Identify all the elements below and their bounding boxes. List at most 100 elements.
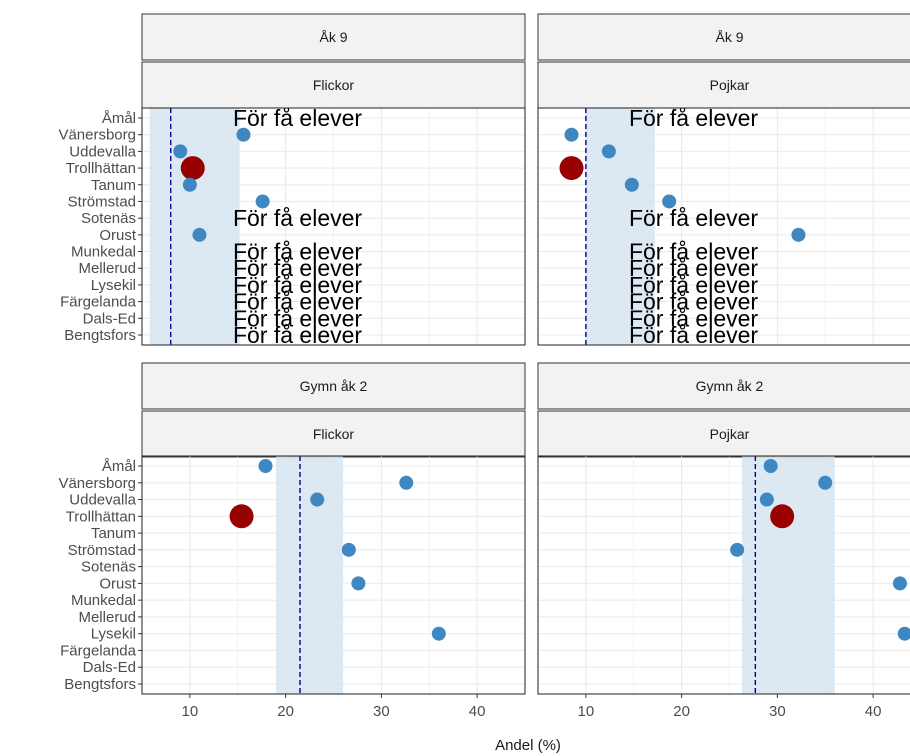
panel-1-border [141, 107, 526, 346]
panel-2-grade-label: Åk 9 [715, 29, 743, 45]
panel-3-ylabel-munkedal: Munkedal [71, 592, 136, 609]
panel-2-confidence-band [585, 108, 655, 345]
panel-4-point-uddevalla [759, 492, 774, 507]
panel-1-note-dals-ed: För få elever [233, 305, 362, 331]
panel-1-ylabel-tanum: Tanum [91, 177, 136, 194]
panel-1-note-fargelanda: För få elever [233, 289, 362, 315]
panel-2-point-trollhattan [559, 156, 584, 181]
panel-2-note-bengtsfors: För få elever [629, 322, 758, 348]
panel-1-sex-strip [141, 61, 526, 109]
panel-4-point-vanersborg [818, 475, 833, 490]
panel-2-point-orust [791, 227, 806, 242]
panel-1-ylabel-uddevalla: Uddevalla [69, 143, 136, 160]
panel-1-point-stromstad [255, 194, 270, 209]
panel-1-grade-label: Åk 9 [319, 29, 347, 45]
panel-1-ylabel-bengtsfors: Bengtsfors [64, 327, 136, 344]
panel-1-ylabel-lysekil: Lysekil [91, 277, 136, 294]
panel-3-ylabel-fargelanda: Färgelanda [60, 642, 137, 659]
panel-1-grade-strip [141, 13, 526, 61]
panel-4-sex-strip [537, 410, 910, 458]
panel-1-confidence-band [149, 108, 240, 345]
panel-3-ylabel-tanum: Tanum [91, 525, 136, 542]
panel-3-point-vanersborg [399, 475, 414, 490]
panel-4-border [537, 455, 910, 695]
panel-3-xtick-label-30: 30 [373, 703, 390, 720]
panel-1-sex-label: Flickor [313, 77, 355, 93]
panel-1-point-trollhattan [180, 156, 205, 181]
panel-1-note-sotenas: För få elever [233, 205, 362, 231]
panel-1-note-lysekil: För få elever [233, 272, 362, 298]
panel-2-point-stromstad [662, 194, 677, 209]
panel-1-ylabel-mellerud: Mellerud [78, 260, 136, 277]
panel-2-note-amal: För få elever [629, 105, 758, 131]
panel-1-point-tanum [182, 177, 197, 192]
panel-4-sex-label: Pojkar [710, 426, 750, 442]
panel-2-point-tanum [624, 177, 639, 192]
panel-2-note-mellerud: För få elever [629, 255, 758, 281]
panel-2-note-sotenas: För få elever [629, 205, 758, 231]
panel-3-point-trollhattan [229, 504, 254, 529]
panel-3-ylabel-trollhattan: Trollhättan [66, 508, 136, 525]
panel-1-point-vanersborg [236, 127, 251, 142]
panel-4: Gymn åk 2 Pojkar 10 20 30 40 [537, 362, 910, 720]
panel-3-ylabel-amal: Åmål [102, 458, 136, 475]
panel-2-grade-strip [537, 13, 910, 61]
panel-1-ylabel-stromstad: Strömstad [68, 193, 136, 210]
panel-3-point-stromstad [341, 542, 356, 557]
panel-1-ylabel-amal: Åmål [102, 110, 136, 127]
panel-3-xtick-label-40: 40 [469, 703, 486, 720]
panel-1-note-bengtsfors: För få elever [233, 322, 362, 348]
panel-1-note-amal: För få elever [233, 105, 362, 131]
panel-1-ylabel-orust: Orust [99, 227, 137, 244]
panel-3-point-uddevalla [310, 492, 325, 507]
panel-4-confidence-band [741, 456, 835, 694]
panel-3-border [141, 455, 526, 695]
panel-3-ylabel-vanersborg: Vänersborg [58, 475, 136, 492]
panel-1-note-munkedal: För få elever [233, 239, 362, 265]
panel-2-border [537, 107, 910, 346]
panel-3-plot-area [142, 456, 525, 694]
panel-3-confidence-band [276, 456, 344, 694]
panel-2-note-dals-ed: För få elever [629, 305, 758, 331]
panel-3-ylabel-orust: Orust [99, 575, 137, 592]
panel-1-ylabel-trollhattan: Trollhättan [66, 160, 136, 177]
panel-3-xtick-label-20: 20 [277, 703, 294, 720]
panel-1-ylabel-dals-ed: Dals-Ed [83, 310, 136, 327]
panel-3-grade-strip [141, 362, 526, 410]
panel-3-grade-label: Gymn åk 2 [300, 378, 368, 394]
panel-3-point-lysekil [431, 626, 446, 641]
panel-3-sex-strip [141, 410, 526, 458]
x-axis-title: Andel (%) [495, 737, 561, 754]
panel-4-point-trollhattan [770, 504, 795, 529]
panel-3-sex-label: Flickor [313, 426, 355, 442]
panel-1-point-uddevalla [173, 144, 188, 159]
panel-3-ylabel-lysekil: Lysekil [91, 626, 136, 643]
panel-3: Gymn åk 2FlickorÅmålVänersborgUddevallaT… [58, 362, 526, 720]
panel-2-point-vanersborg [564, 127, 579, 142]
panel-3-xtick-label-10: 10 [182, 703, 199, 720]
panel-4-plot-area [538, 456, 910, 694]
panel-3-ylabel-sotenas: Sotenäs [81, 559, 136, 576]
panel-3-point-amal [258, 459, 273, 473]
panel-4-xtick-label-40: 40 [865, 703, 882, 720]
panel-1-ylabel-fargelanda: Färgelanda [60, 294, 137, 311]
panel-1-ylabel-vanersborg: Vänersborg [58, 127, 136, 144]
panel-4-grade-label: Gymn åk 2 [696, 378, 764, 394]
panel-4-point-amal [763, 459, 778, 473]
panel-2-note-lysekil: För få elever [629, 272, 758, 298]
panel-3-ylabel-bengtsfors: Bengtsfors [64, 676, 136, 693]
panel-1-note-mellerud: För få elever [233, 255, 362, 281]
panel-3-ylabel-dals-ed: Dals-Ed [83, 659, 136, 676]
panel-2-point-uddevalla [601, 144, 616, 159]
panel-1-ylabel-sotenas: Sotenäs [81, 210, 136, 227]
panel-2-sex-label: Pojkar [710, 77, 750, 93]
panel-3-ylabel-uddevalla: Uddevalla [69, 492, 136, 509]
panel-4-point-orust [892, 576, 907, 591]
panel-3-point-orust [351, 576, 366, 591]
